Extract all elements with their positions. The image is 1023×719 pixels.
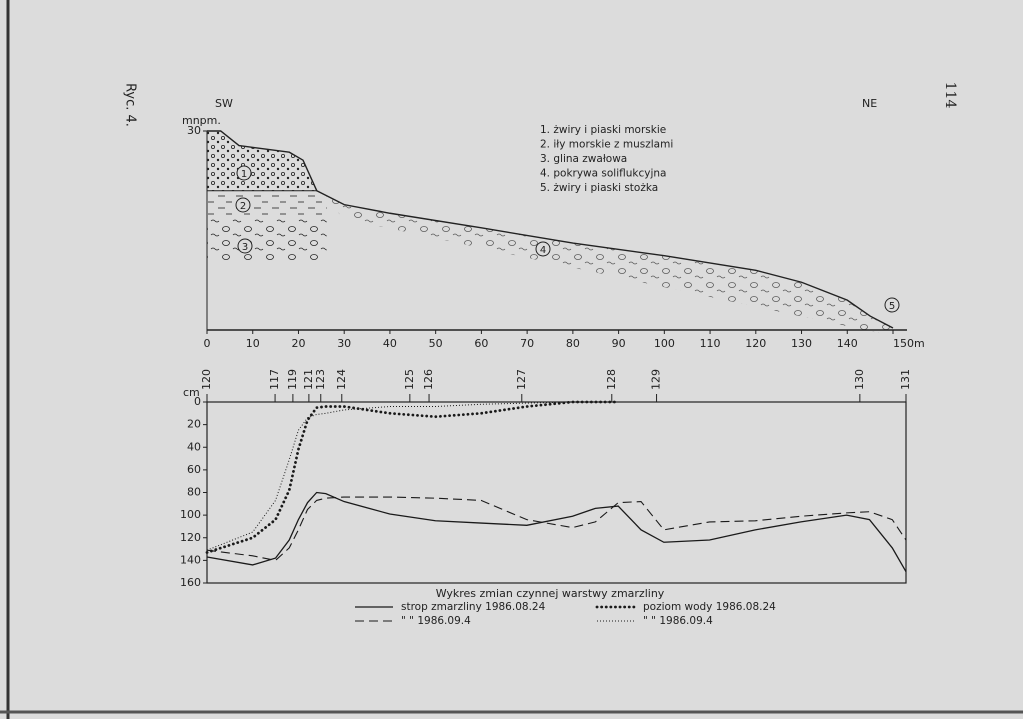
x-tick-label: 80 [566, 337, 580, 350]
x-tick-label: 131 [899, 369, 912, 390]
y-tick-label: 30 [187, 124, 201, 137]
left-label: SW [215, 97, 233, 110]
legend-item: 1. żwiry i piaski morskie [540, 124, 666, 136]
figure-label: Ryc. 4. [123, 83, 138, 127]
x-tick-label: 0 [204, 337, 211, 350]
x-tick-label: 110 [700, 337, 721, 350]
series-line [205, 400, 620, 554]
x-tick-label: 130 [853, 369, 866, 390]
x-tick-label: 30 [337, 337, 351, 350]
layer-label: 5 [889, 301, 895, 312]
y-tick-label: 120 [180, 531, 201, 544]
y-axis-label: mnpm. [182, 114, 221, 127]
y-tick-label: 0 [194, 395, 201, 408]
chart-title: Wykres zmian czynnej warstwy zmarzliny [436, 587, 665, 600]
layer-label: 4 [540, 245, 546, 256]
right-label: NE [862, 97, 877, 110]
layer-1 [207, 131, 317, 191]
series-line [206, 496, 907, 561]
x-tick-label: 140 [837, 337, 858, 350]
x-tick-label: 70 [520, 337, 534, 350]
x-tick-label: 125 [403, 369, 416, 390]
x-tick-label: 126 [422, 369, 435, 390]
x-tick-label: 20 [291, 337, 305, 350]
x-tick-label: 100 [654, 337, 675, 350]
x-tick-label: 90 [612, 337, 626, 350]
y-tick-label: 40 [187, 440, 201, 453]
layer-3 [207, 218, 327, 261]
x-tick-label: 127 [515, 369, 528, 390]
layer-marker [235, 197, 251, 213]
layer-label: 2 [240, 201, 246, 212]
layer-label: 1 [241, 169, 247, 180]
x-tick-label: 40 [383, 337, 397, 350]
legend-item: 5. żwiry i piaski stożka [540, 182, 658, 194]
layer-marker [237, 238, 253, 254]
x-tick-label: 130 [791, 337, 812, 350]
legend-label: strop zmarzliny 1986.08.24 [401, 601, 546, 613]
x-tick-label: 121 [302, 369, 315, 390]
x-tick-label: 10 [246, 337, 260, 350]
x-tick-label: 124 [335, 369, 348, 390]
y-axis-label: cm [183, 386, 200, 399]
layer-label: 3 [242, 242, 248, 253]
legend-item: 4. pokrywa soliflukcyjna [540, 168, 667, 180]
layer-marker [884, 297, 900, 313]
legend-label: " " 1986.09.4 [401, 615, 471, 627]
x-tick-label: 119 [286, 369, 299, 390]
x-tick-label: 123 [314, 369, 327, 390]
y-tick-label: 60 [187, 463, 201, 476]
x-tick-label: 60 [474, 337, 488, 350]
series-line [206, 491, 907, 573]
legend-item: 3. glina zwałowa [540, 153, 627, 165]
page-number: 114 [942, 82, 958, 109]
x-tick-label: 50 [429, 337, 443, 350]
x-tick-label: 129 [650, 369, 663, 390]
legend-label: " " 1986.09.4 [643, 615, 713, 627]
x-tick-label: 117 [268, 369, 281, 390]
x-tick-label: 128 [605, 369, 618, 390]
layer-marker [236, 165, 252, 181]
x-tick-label: 120 [200, 369, 213, 390]
layer-4 [316, 190, 893, 337]
x-tick-label: 150m [893, 337, 925, 350]
y-tick-label: 20 [187, 418, 201, 431]
legend-label: poziom wody 1986.08.24 [643, 601, 776, 613]
x-tick-label: 120 [745, 337, 766, 350]
y-tick-label: 100 [180, 508, 201, 521]
layer-2 [207, 190, 327, 219]
y-tick-label: 160 [180, 576, 201, 589]
layer-marker [535, 241, 551, 257]
y-tick-label: 140 [180, 553, 201, 566]
surface-profile [207, 130, 894, 329]
y-tick-label: 80 [187, 486, 201, 499]
legend-item: 2. iły morskie z muszlami [540, 139, 673, 151]
